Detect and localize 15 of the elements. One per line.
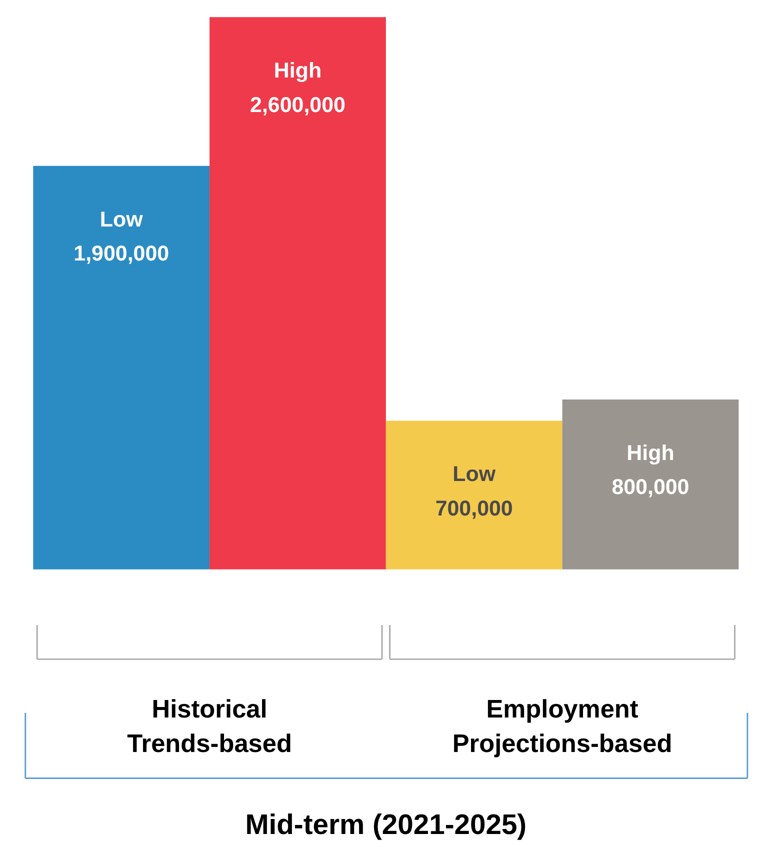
bar xyxy=(33,166,210,570)
bar xyxy=(562,399,739,570)
text: Employment Projections-based xyxy=(452,696,672,758)
x-tick-label: High xyxy=(274,58,322,83)
x-tick-label: Low xyxy=(452,462,496,486)
x-tick-label: Low xyxy=(100,207,144,232)
bar xyxy=(386,420,562,570)
data-label: 1,900,000 xyxy=(74,241,170,266)
data-label: 800,000 xyxy=(612,475,690,500)
text: Historical Trends-based xyxy=(127,696,292,758)
bar xyxy=(210,17,386,570)
text: Mid-term (2021-2025) xyxy=(245,808,527,840)
x-tick-label: High xyxy=(626,440,674,465)
data-label: 2,600,000 xyxy=(250,92,346,117)
data-label: 700,000 xyxy=(435,496,513,520)
